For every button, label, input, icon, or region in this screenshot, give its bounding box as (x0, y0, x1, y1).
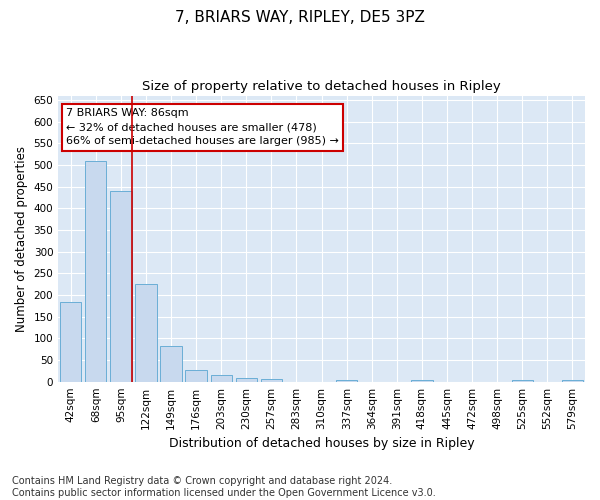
Bar (562, 380, 583, 382)
Bar (136, 284, 157, 382)
Bar (261, 379, 282, 382)
Bar (236, 378, 257, 382)
Bar (336, 380, 358, 382)
Text: 7, BRIARS WAY, RIPLEY, DE5 3PZ: 7, BRIARS WAY, RIPLEY, DE5 3PZ (175, 10, 425, 25)
Title: Size of property relative to detached houses in Ripley: Size of property relative to detached ho… (142, 80, 501, 93)
X-axis label: Distribution of detached houses by size in Ripley: Distribution of detached houses by size … (169, 437, 475, 450)
Bar (211, 375, 232, 382)
Bar (512, 380, 533, 382)
Text: 7 BRIARS WAY: 86sqm
← 32% of detached houses are smaller (478)
66% of semi-detac: 7 BRIARS WAY: 86sqm ← 32% of detached ho… (66, 108, 339, 146)
Bar (185, 370, 207, 382)
Text: Contains HM Land Registry data © Crown copyright and database right 2024.
Contai: Contains HM Land Registry data © Crown c… (12, 476, 436, 498)
Y-axis label: Number of detached properties: Number of detached properties (15, 146, 28, 332)
Bar (110, 191, 131, 382)
Bar (60, 302, 82, 382)
Bar (160, 346, 182, 382)
Bar (411, 380, 433, 382)
Bar (85, 160, 106, 382)
